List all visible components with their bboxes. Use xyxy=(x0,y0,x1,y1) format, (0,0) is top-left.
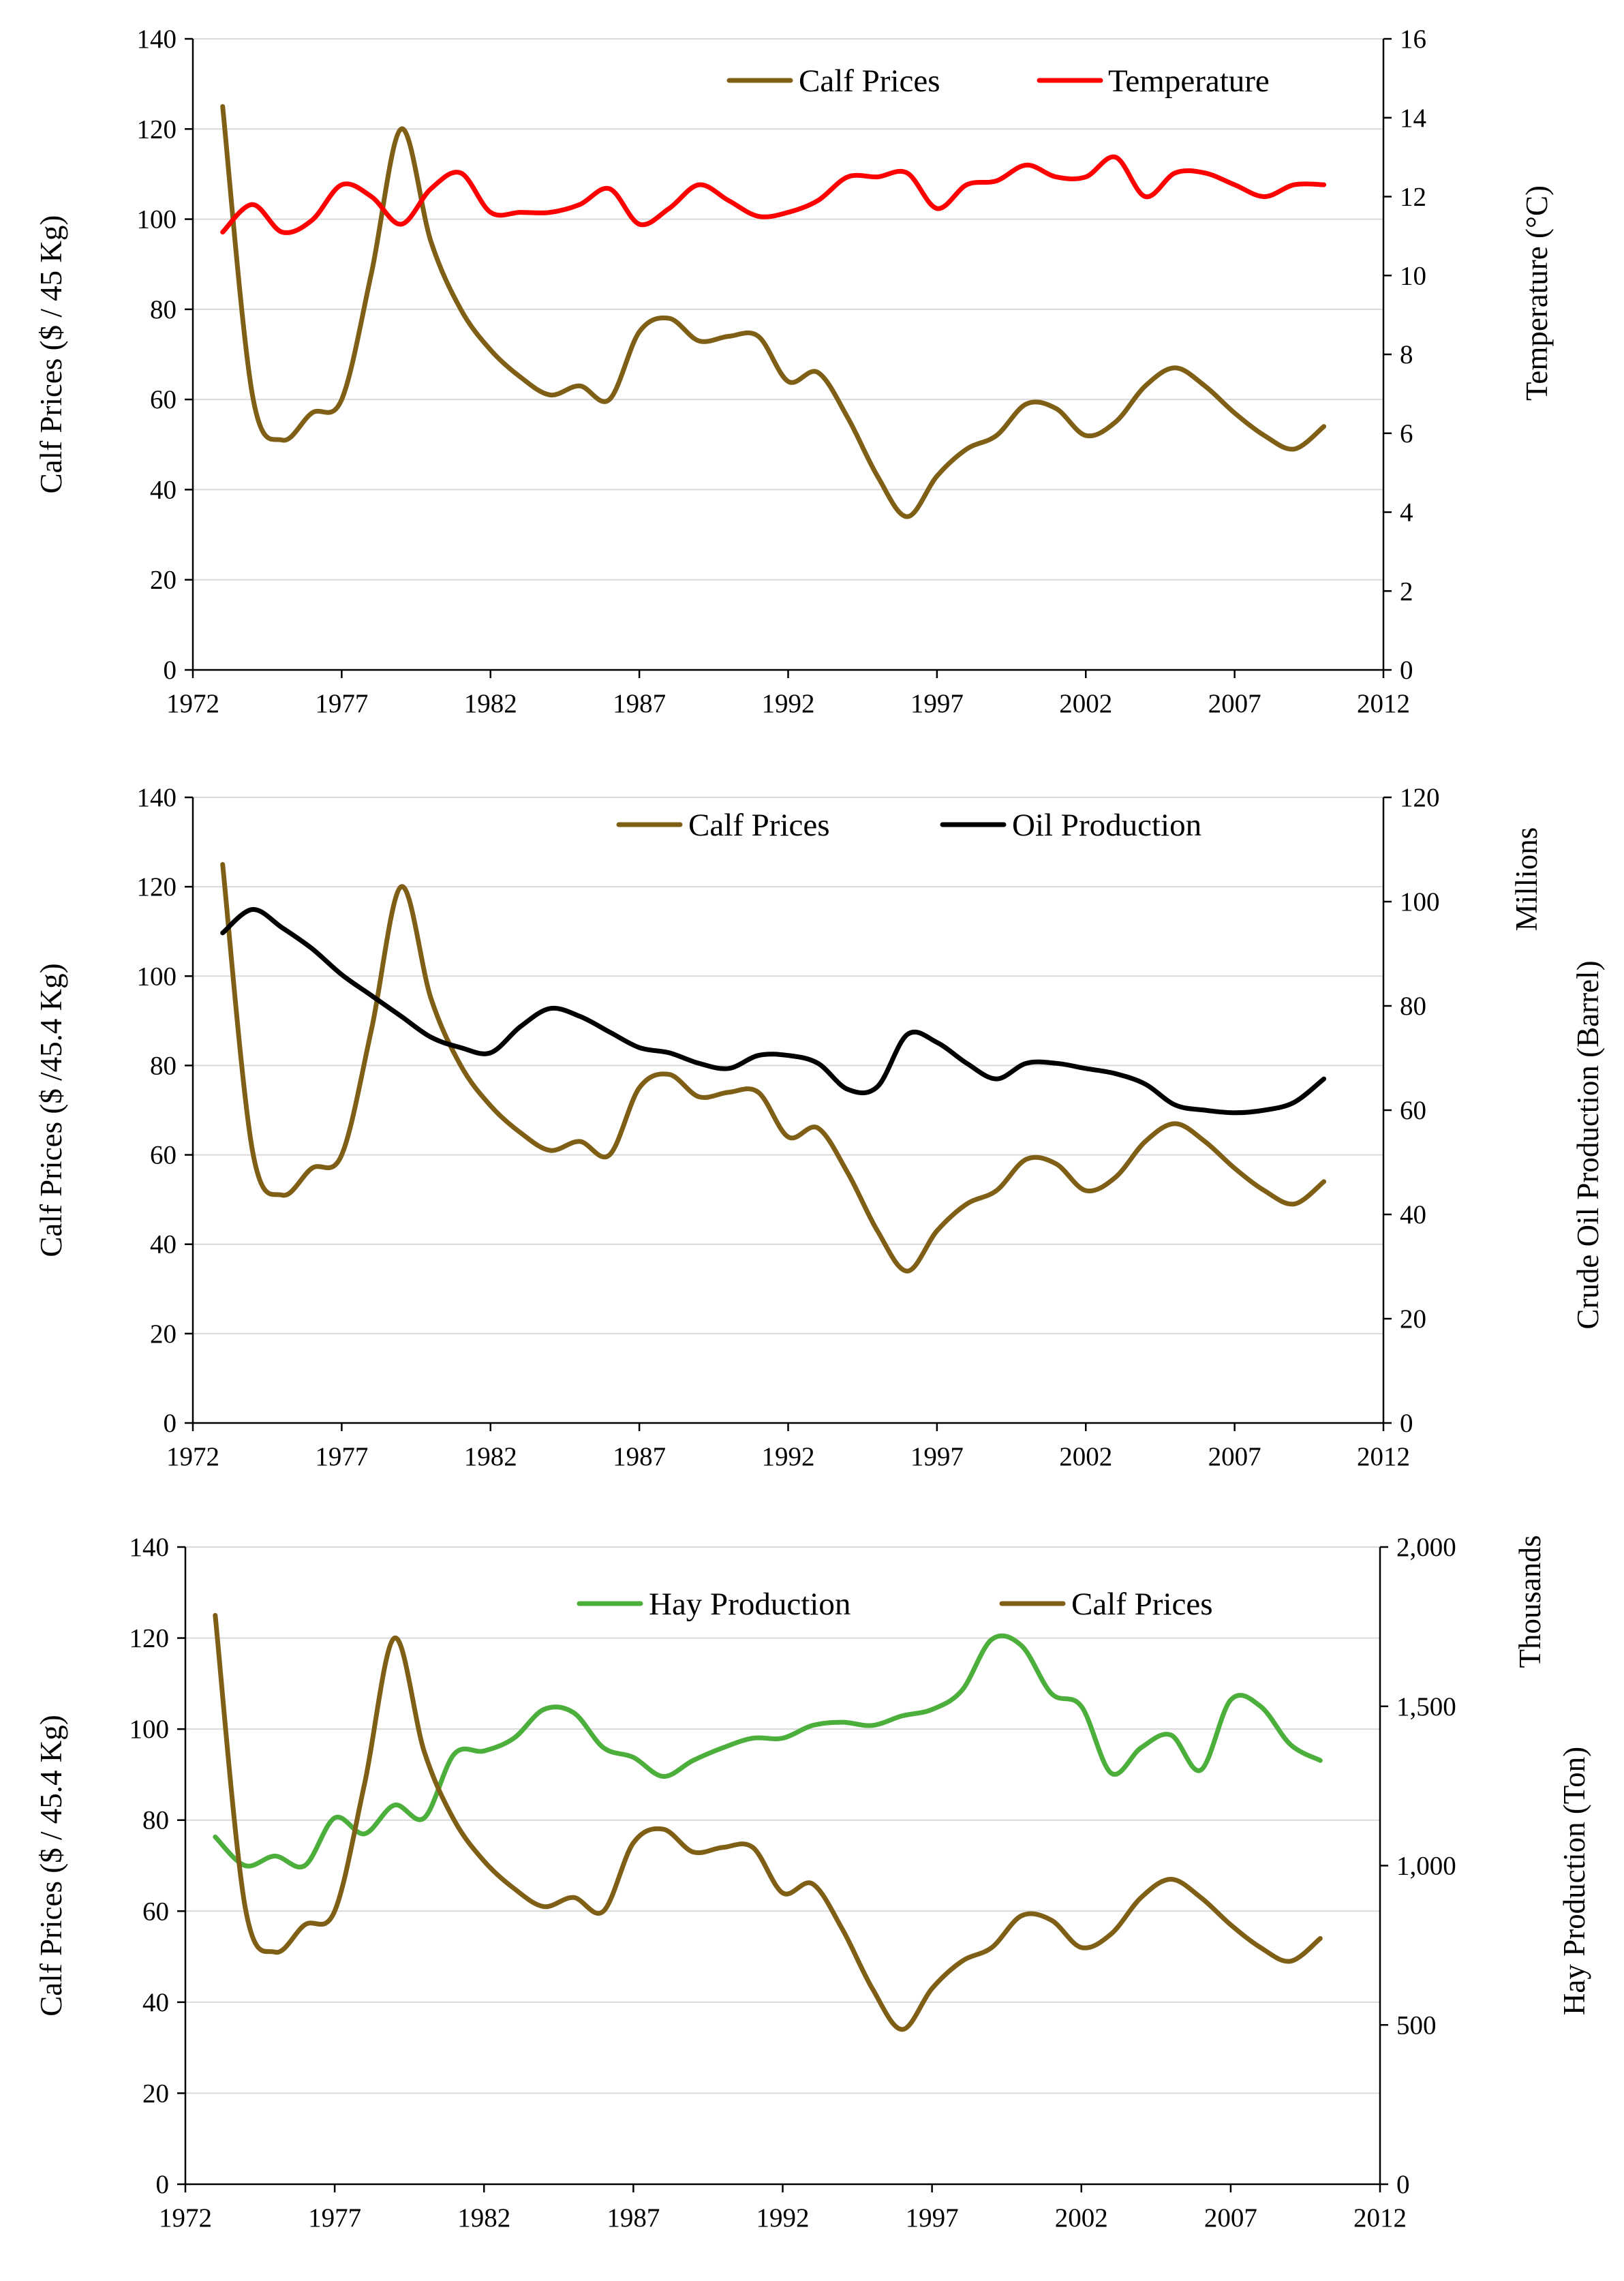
x-tick-label: 1992 xyxy=(762,689,815,718)
y-left-tick-label: 120 xyxy=(137,872,177,902)
x-tick-label: 2002 xyxy=(1055,2203,1108,2233)
y-axis-right-label: Hay Production (Ton) xyxy=(1557,1747,1591,2015)
y-left-tick-label: 100 xyxy=(137,205,177,234)
y-left-tick-label: 140 xyxy=(137,783,177,812)
y-left-tick-label: 60 xyxy=(150,1141,177,1170)
x-tick-label: 1977 xyxy=(308,2203,361,2233)
y-left-tick-label: 120 xyxy=(129,1624,170,1653)
y-right-tick-label: 0 xyxy=(1396,2170,1410,2199)
y-axis-left-label: Calf Prices ($ / 45 Kg) xyxy=(34,215,68,494)
y-left-tick-label: 20 xyxy=(150,566,177,595)
y-right-tick-label: 80 xyxy=(1400,992,1426,1021)
y-left-tick-label: 40 xyxy=(142,1988,169,2017)
y-right-tick-label: 20 xyxy=(1400,1304,1426,1334)
y-axis-left-label: Calf Prices ($ / 45.4 Kg) xyxy=(34,1715,68,2016)
x-tick-label: 2002 xyxy=(1059,1442,1112,1471)
y-right-tick-label: 100 xyxy=(1400,887,1440,917)
x-tick-label: 1992 xyxy=(762,1442,815,1471)
y-left-tick-label: 80 xyxy=(150,1051,177,1080)
y-left-tick-label: 20 xyxy=(142,2079,169,2108)
y-left-tick-label: 60 xyxy=(142,1897,169,1926)
y-axis-left-label: Calf Prices ($ /45.4 Kg) xyxy=(34,963,68,1257)
chart-panel-middle: 1972 1977 1982 1987 1992 1997 2002 2007 20120204… xyxy=(34,783,1605,1471)
series-line-temperature xyxy=(220,154,1327,235)
x-tick-label: 1977 xyxy=(315,689,368,718)
legend-label-oil-production: Oil Production xyxy=(1012,808,1201,843)
y-axis-right-unit-label: Thousands xyxy=(1513,1535,1547,1668)
y-right-tick-label: 1,000 xyxy=(1396,1852,1456,1881)
y-right-tick-label: 500 xyxy=(1396,2010,1437,2040)
x-tick-label: 2007 xyxy=(1208,689,1261,718)
y-left-tick-label: 0 xyxy=(164,1409,177,1438)
series-line-calf-prices xyxy=(220,104,1327,519)
x-tick-label: 1982 xyxy=(464,1442,517,1471)
series-line-oil-production xyxy=(220,907,1327,1116)
y-right-tick-label: 40 xyxy=(1400,1200,1426,1229)
y-right-tick-label: 1,500 xyxy=(1396,1692,1456,1721)
x-tick-label: 1997 xyxy=(906,2203,959,2233)
legend-label-temperature: Temperature xyxy=(1108,63,1270,99)
y-right-tick-label: 120 xyxy=(1400,783,1440,812)
y-right-tick-label: 2 xyxy=(1400,577,1413,606)
y-left-tick-label: 100 xyxy=(137,962,177,991)
x-tick-label: 1982 xyxy=(457,2203,510,2233)
x-tick-label: 2002 xyxy=(1059,689,1112,718)
y-left-tick-label: 80 xyxy=(142,1806,169,1835)
y-right-tick-label: 0 xyxy=(1400,1409,1413,1438)
y-left-tick-label: 140 xyxy=(129,1533,170,1562)
x-tick-label: 2012 xyxy=(1357,689,1410,718)
y-right-tick-label: 0 xyxy=(1400,656,1413,685)
y-left-tick-label: 120 xyxy=(137,114,177,144)
y-right-tick-label: 12 xyxy=(1400,183,1426,212)
x-tick-label: 1987 xyxy=(613,1442,666,1471)
y-axis-right-label: Crude Oil Production (Barrel) xyxy=(1571,960,1605,1329)
x-tick-label: 2007 xyxy=(1204,2203,1257,2233)
x-tick-label: 1977 xyxy=(315,1442,368,1471)
y-left-tick-label: 140 xyxy=(137,25,177,54)
y-left-tick-label: 40 xyxy=(150,475,177,504)
x-tick-label: 2012 xyxy=(1353,2203,1407,2233)
y-left-tick-label: 60 xyxy=(150,385,177,414)
x-tick-label: 1987 xyxy=(607,2203,660,2233)
chart-panel-top: 1972 1977 1982 1987 1992 1997 2002 2007 20120204… xyxy=(34,25,1554,718)
chart-panel-bottom: 1972 1977 1982 1987 1992 1997 2002 2007 2012 0 20 4… xyxy=(34,1533,1591,2233)
y-left-tick-label: 80 xyxy=(150,295,177,324)
y-axis-right-unit-label: Millions xyxy=(1510,827,1544,932)
legend-label-calf-prices: Calf Prices xyxy=(688,808,830,843)
x-tick-label: 2007 xyxy=(1208,1442,1261,1471)
series-line-calf-prices xyxy=(220,861,1327,1274)
x-tick-label: 1972 xyxy=(166,689,219,718)
y-left-tick-label: 100 xyxy=(129,1715,170,1744)
series-line-hay-production xyxy=(213,1633,1323,1870)
y-left-tick-label: 0 xyxy=(156,2170,170,2199)
legend-label-calf-prices: Calf Prices xyxy=(799,63,940,99)
x-tick-label: 1997 xyxy=(910,1442,964,1471)
y-left-tick-label: 20 xyxy=(150,1319,177,1349)
y-left-tick-label: 40 xyxy=(150,1230,177,1259)
y-right-tick-label: 60 xyxy=(1400,1096,1426,1125)
x-tick-label: 1987 xyxy=(613,689,666,718)
x-tick-label: 2012 xyxy=(1357,1442,1410,1471)
y-right-tick-label: 14 xyxy=(1400,104,1426,133)
x-tick-label: 1972 xyxy=(159,2203,212,2233)
y-right-tick-label: 16 xyxy=(1400,25,1426,54)
x-tick-label: 1972 xyxy=(166,1442,219,1471)
y-right-tick-label: 10 xyxy=(1400,261,1426,290)
y-right-tick-label: 8 xyxy=(1400,340,1413,369)
y-left-tick-label: 0 xyxy=(164,656,177,685)
y-axis-right-label: Temperature (°C) xyxy=(1520,185,1554,401)
legend-label-hay-production: Hay Production xyxy=(649,1587,851,1622)
x-tick-label: 1982 xyxy=(464,689,517,718)
y-right-tick-label: 2,000 xyxy=(1396,1533,1456,1562)
legend-label-calf-prices: Calf Prices xyxy=(1071,1587,1213,1622)
x-tick-label: 1992 xyxy=(756,2203,810,2233)
x-tick-label: 1997 xyxy=(910,689,964,718)
y-right-tick-label: 6 xyxy=(1400,419,1413,448)
series-line-calf-prices xyxy=(213,1612,1323,2032)
y-right-tick-label: 4 xyxy=(1400,498,1413,527)
